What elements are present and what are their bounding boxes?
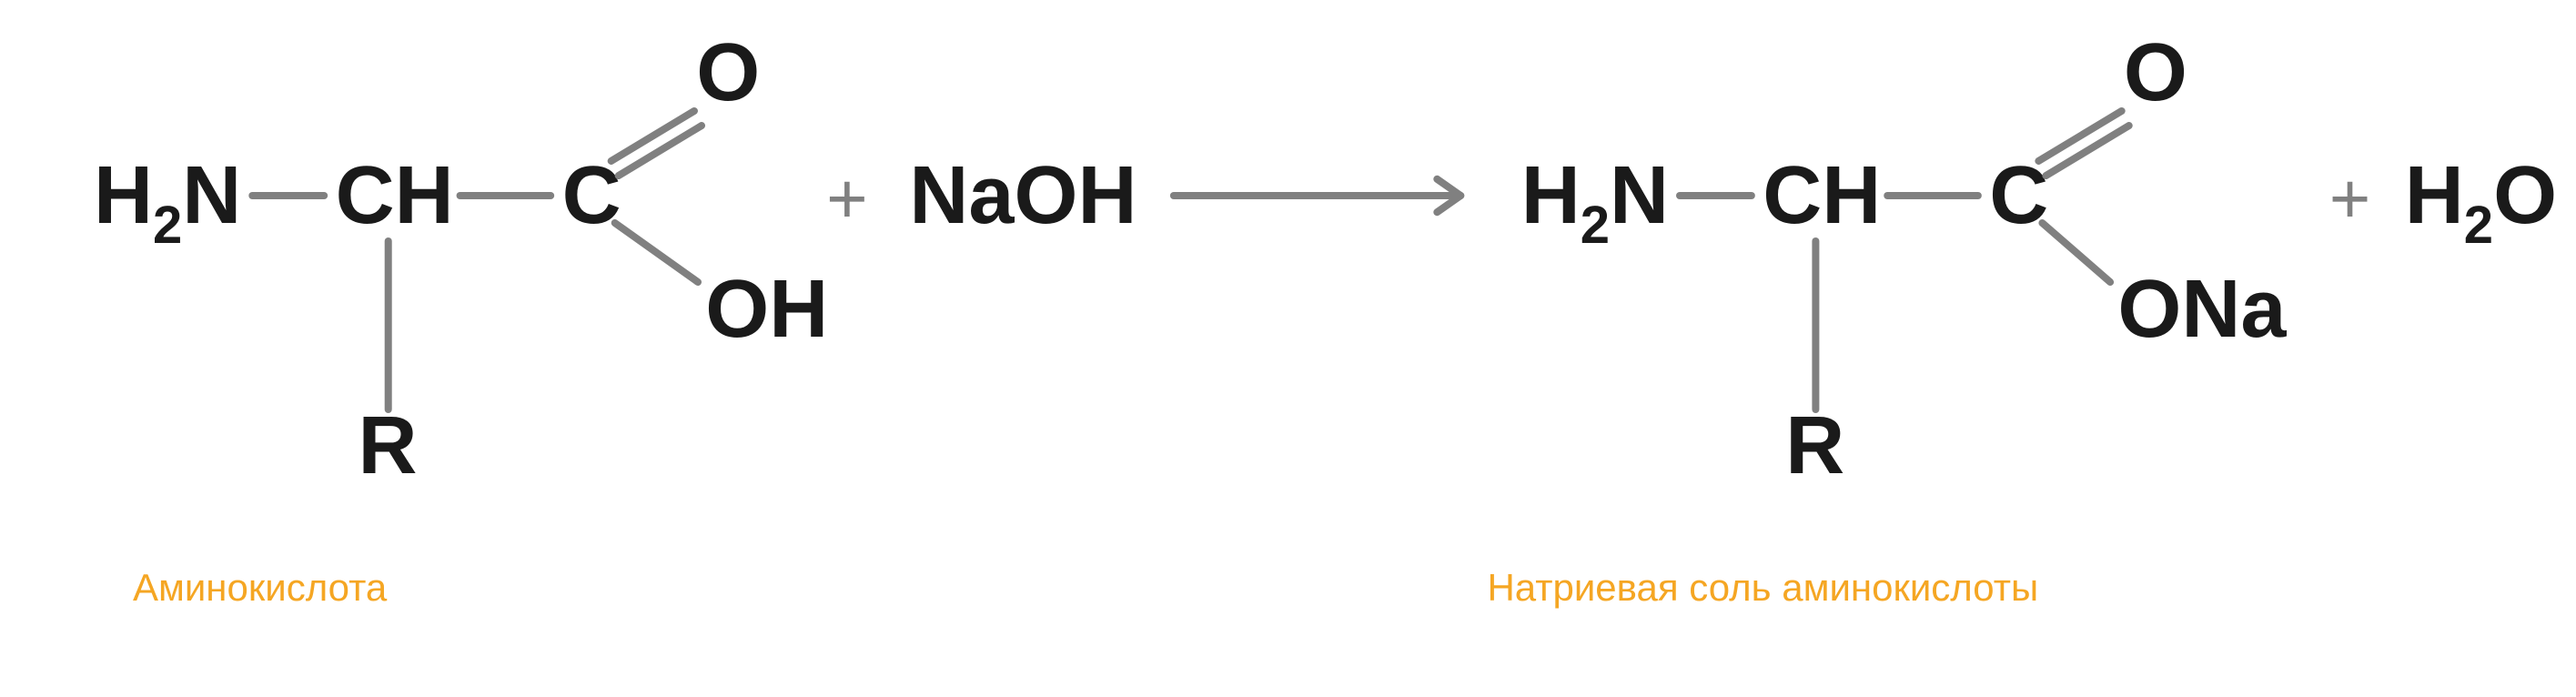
product-ona: ONa <box>2117 264 2287 355</box>
caption-sodium-salt: Натриевая соль аминокислоты <box>1487 566 2038 609</box>
product-r: R <box>1785 400 1844 491</box>
product-ch: CH <box>1763 150 1881 241</box>
caption-amino-acid: Аминокислота <box>133 566 388 609</box>
bond-c-ona-right <box>2042 223 2110 282</box>
reactant-o-double: O <box>696 27 760 118</box>
reactant-r: R <box>359 400 418 491</box>
reactant-h2n: H2N <box>94 150 241 255</box>
operator-plus-1: + <box>826 158 868 238</box>
product-o-double: O <box>2124 27 2187 118</box>
product-h2n: H2N <box>1521 150 1669 255</box>
operator-plus-2: + <box>2329 158 2371 238</box>
reagent-naoh: NaOH <box>909 150 1136 241</box>
product-h2o: H2O <box>2405 150 2557 255</box>
reactant-oh: OH <box>705 264 828 355</box>
reaction-diagram: H2NCHCOOHRАминокислота+NaOHH2NCHCOONaRНа… <box>0 0 2576 697</box>
bond-c-oh-left <box>615 223 698 282</box>
reactant-ch: CH <box>336 150 454 241</box>
